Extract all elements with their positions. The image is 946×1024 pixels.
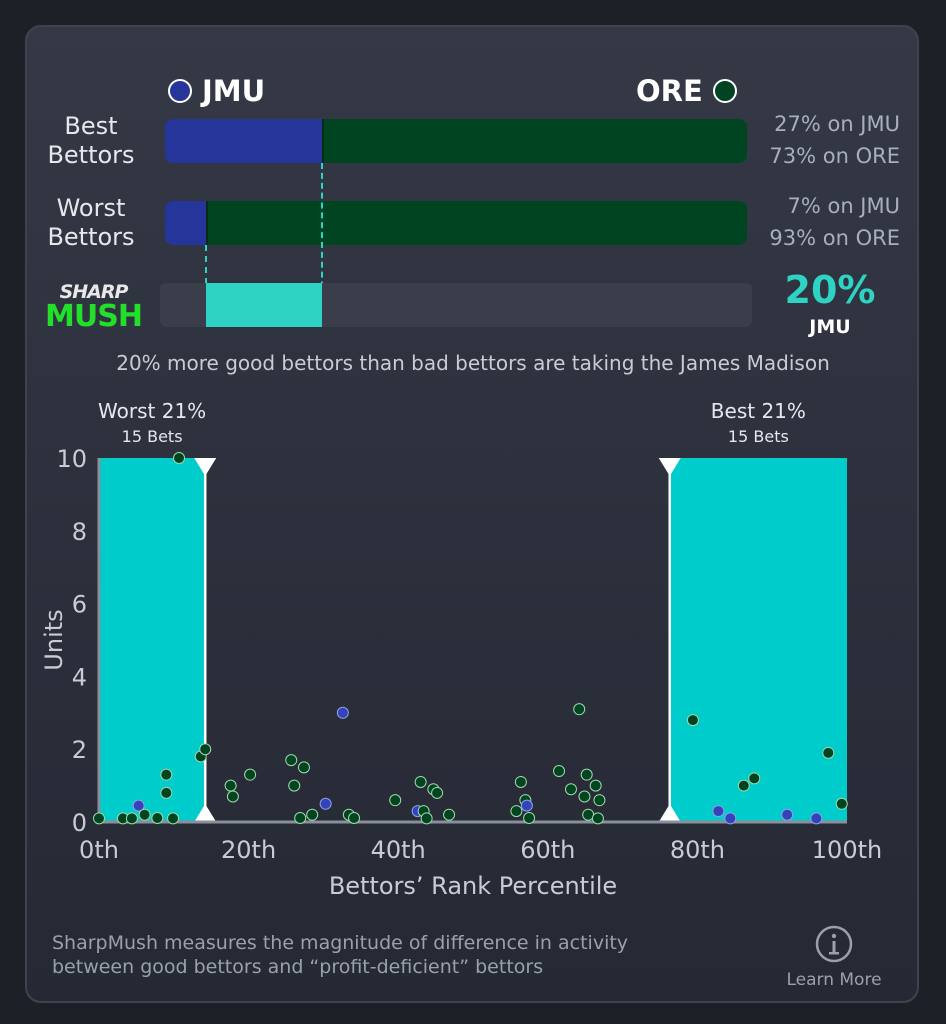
band-label: Worst 21% [98,399,206,423]
point-ore [431,786,444,799]
point-ore [523,812,536,824]
band-handle-bottom-icon [658,804,681,822]
learn-more-button[interactable]: Learn More [778,924,890,990]
sharpmush-summary: 20% more good bettors than bad bettors a… [116,351,830,375]
y-tick-label: 2 [72,736,87,764]
x-tick-label: 80th [670,836,725,864]
point-ore [93,812,105,825]
band-handle-top-icon [658,458,681,476]
point-ore [389,794,402,807]
point-jmu [724,812,737,825]
point-ore [199,743,212,756]
point-ore [420,812,433,825]
legend-jmu: JMU [168,74,265,108]
band-handle-top-icon [194,458,217,476]
point-ore [244,768,257,781]
learn-more-label: Learn More [786,970,882,990]
point-ore [160,786,173,799]
sharpmush-value: 20% [784,268,876,312]
point-ore [297,761,310,774]
point-jmu [781,808,794,821]
point-jmu [132,799,145,812]
y-tick-label: 4 [72,663,87,691]
jmu-label: JMU [202,74,266,108]
point-ore [822,746,835,759]
point-ore [564,783,577,796]
y-tick-label: 0 [72,809,87,837]
point-ore [173,452,186,464]
point-ore [306,808,319,821]
point-ore [835,797,848,810]
y-tick-label: 8 [72,518,87,546]
point-ore [348,812,361,824]
jmu-segment [165,119,323,163]
ore-label: ORE [636,74,703,108]
point-jmu [520,799,533,812]
y-tick-label: 10 [56,445,87,473]
point-ore [414,775,427,788]
sharpmush-logo: SHARP MUSH [45,281,143,334]
point-jmu [712,805,725,818]
band-sub-label: 15 Bets [122,427,183,446]
best-bettors-pcts: 27% on JMU 73% on ORE [769,112,900,168]
point-ore [151,812,164,824]
band-handle-bottom-icon [194,804,217,822]
sharpmush-team: JMU [809,316,851,338]
point-jmu [319,797,332,810]
point-ore [553,765,566,778]
info-icon [815,925,853,963]
legend-ore: ORE [636,74,737,108]
band-0 [99,458,206,822]
best-bettors-bar [165,119,747,163]
x-tick-label: 60th [520,836,575,864]
worst-bettors-pcts: 7% on JMU 93% on ORE [769,194,900,250]
point-ore [737,779,750,792]
point-ore [580,768,593,781]
jmu-dot-icon [168,79,192,103]
best-divider-dash [321,163,324,327]
x-tick-label: 100th [812,836,882,864]
point-ore [578,790,591,803]
point-ore [510,805,523,818]
point-jmu [810,812,823,825]
worst-bettors-bar [165,201,747,245]
point-ore [748,772,761,785]
point-ore [591,812,604,825]
point-ore [160,768,173,781]
point-ore [224,779,237,792]
x-tick-label: 0th [79,836,119,864]
worst-divider-dash [204,245,207,295]
point-ore [167,812,180,825]
ore-segment [205,201,747,245]
footer-text: SharpMush measures the magnitude of diff… [52,932,629,978]
y-axis-label: Units [40,609,68,670]
point-ore [686,714,699,727]
point-jmu [336,706,349,719]
point-ore [443,808,456,821]
band-sub-label: 15 Bets [728,427,789,446]
point-ore [514,775,527,788]
ore-segment [322,119,747,163]
band-label: Best 21% [711,399,806,423]
y-tick-label: 6 [72,591,87,619]
x-tick-label: 40th [371,836,426,864]
point-ore [226,790,239,803]
jmu-segment [165,201,206,245]
point-ore [288,779,301,792]
point-ore [589,779,602,792]
x-axis-label: Bettors’ Rank Percentile [329,872,617,900]
point-ore [593,794,606,807]
ore-dot-icon [712,79,737,103]
point-ore [138,808,151,821]
band-1 [669,458,847,822]
point-ore [125,812,138,825]
x-tick-label: 20th [221,836,276,864]
sharpmush-fill [205,283,323,327]
point-ore [285,754,298,767]
best-bettors-label: Best Bettors [47,112,135,169]
worst-bettors-label: Worst Bettors [47,194,135,251]
point-ore [573,703,586,716]
point-ore [294,812,307,824]
